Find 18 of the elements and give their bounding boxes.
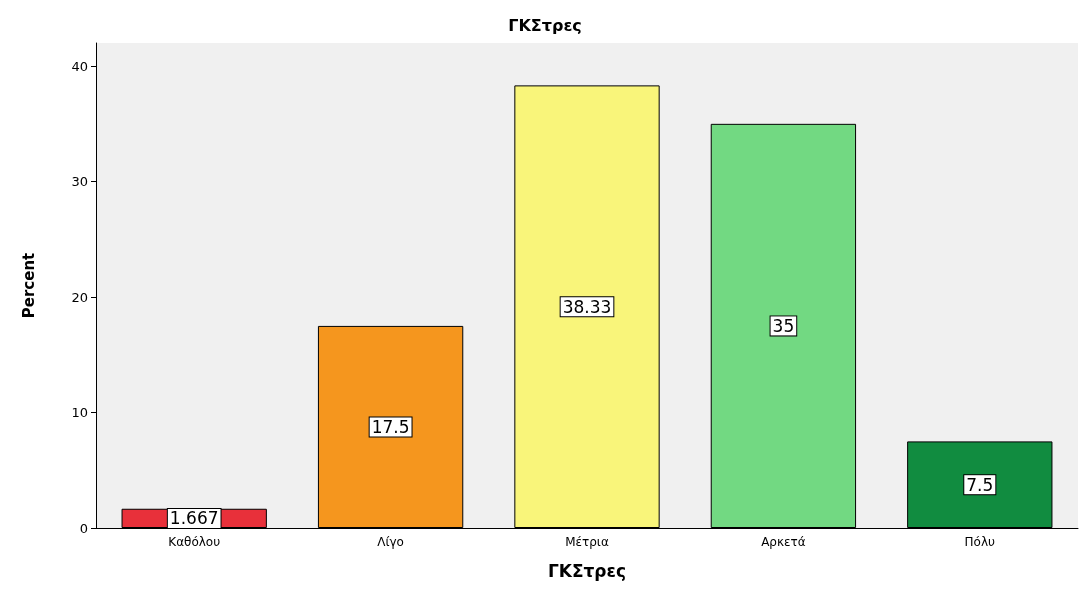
y-tick-label: 20: [71, 289, 88, 305]
x-tick-label: Λίγο: [377, 535, 404, 549]
data-label: 35: [772, 315, 795, 336]
y-tick-label: 30: [71, 174, 88, 190]
data-label: 1.667: [169, 508, 219, 529]
x-axis-title: ΓΚΣτρες: [547, 560, 627, 581]
y-tick-label: 0: [79, 520, 88, 536]
y-tick-label: 40: [71, 58, 88, 74]
data-label: 7.5: [966, 474, 994, 495]
x-tick-label: Καθόλου: [168, 535, 221, 549]
chart-title: ΓΚΣτρες: [508, 15, 582, 35]
y-tick-label: 10: [71, 405, 88, 421]
data-label: 17.5: [371, 416, 410, 437]
x-tick-label: Αρκετά: [761, 535, 806, 549]
x-tick-label: Πόλυ: [964, 535, 996, 549]
data-label: 38.33: [562, 296, 612, 317]
x-tick-label: Μέτρια: [565, 535, 609, 549]
y-axis-title: Percent: [19, 252, 38, 319]
